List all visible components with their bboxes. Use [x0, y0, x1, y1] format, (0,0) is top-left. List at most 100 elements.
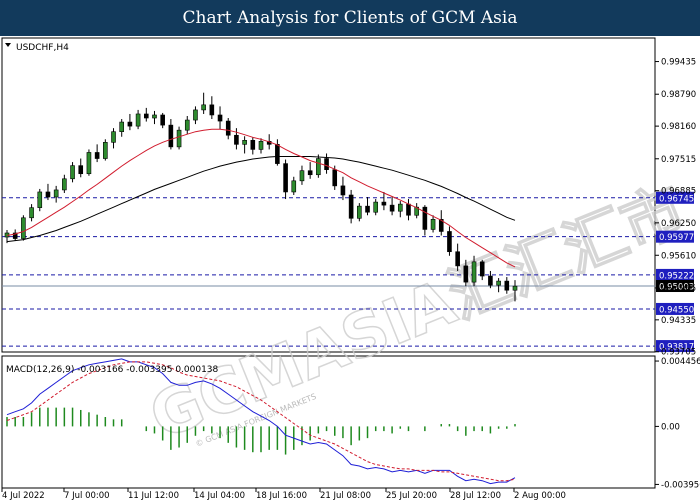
level-label: 0.95222 — [659, 271, 694, 281]
macd-panel: 0.004456 0.00 -0.003956 — [6, 357, 700, 490]
candle-body — [324, 158, 329, 170]
candlestick-chart: GCMASIA汇汇汇市© GCM ASIA FOREIGN MARKETS 0.… — [1, 37, 700, 500]
price-tick-label: 0.98160 — [661, 122, 696, 132]
current-price-tag — [656, 280, 694, 293]
price-tick-label: 0.94965 — [661, 284, 696, 294]
macd-tick-label: -0.003956 — [661, 480, 700, 490]
candle-body — [340, 185, 346, 196]
candle-body — [135, 113, 141, 127]
candle-body — [463, 265, 469, 283]
candle-body — [381, 201, 387, 206]
candle-body — [316, 158, 321, 176]
level-tag — [656, 340, 694, 353]
level-tag — [656, 230, 694, 243]
main-panel-border — [1, 37, 656, 353]
candle-body — [45, 191, 51, 198]
level-label: 0.95977 — [659, 233, 694, 243]
support-resistance-levels: 0.96745 0.95977 0.95222 0.94550 0.93817 0.950… — [2, 191, 694, 353]
price-tick-label: 0.96250 — [661, 219, 696, 229]
candle-body — [193, 109, 198, 121]
time-tick-label: 28 Jul 12:00 — [450, 491, 501, 500]
level-label: 0.96745 — [659, 194, 694, 204]
candle-body — [447, 231, 452, 253]
candle-body — [250, 140, 256, 150]
candle-body — [332, 169, 338, 187]
macd-tick-label: 0.00 — [661, 422, 680, 432]
ma-red-line — [6, 128, 516, 268]
price-tick-label: 0.98790 — [661, 90, 696, 100]
macd-signal-line — [6, 361, 516, 482]
candle-body — [53, 189, 59, 198]
candle-body — [86, 152, 92, 175]
macd-label: MACD(12,26,9) -0.003166 -0.003395 0.0001… — [6, 365, 219, 375]
ma-black-line — [6, 156, 516, 243]
candle-body — [389, 204, 395, 212]
macd-line — [6, 358, 516, 485]
candle-body — [307, 170, 313, 176]
candle-body — [242, 140, 247, 145]
candle-body — [422, 206, 428, 230]
candle-body — [201, 104, 206, 111]
candle-body — [225, 120, 231, 136]
time-tick-label: 4 Jul 2022 — [2, 491, 45, 500]
candle-body — [512, 285, 518, 291]
candle-body — [504, 280, 510, 291]
candle-body — [438, 219, 444, 232]
candle-body — [103, 142, 108, 159]
moving-averages — [6, 128, 516, 268]
level-tag — [656, 191, 694, 204]
price-tick-label: 0.93705 — [661, 348, 696, 358]
candle-body — [119, 121, 125, 132]
candle-body — [496, 280, 501, 286]
symbol-label: USDCHF,H4 — [16, 43, 69, 53]
macd-panel-border — [1, 355, 656, 489]
candle-body — [479, 261, 485, 277]
level-tag — [656, 302, 694, 315]
price-tick-label: 0.95610 — [661, 251, 696, 261]
price-tick-label: 0.94335 — [661, 316, 696, 326]
candle-body — [357, 205, 362, 219]
candle-body — [275, 144, 280, 164]
price-tick-label: 0.99435 — [661, 58, 696, 68]
candle-body — [234, 134, 239, 145]
time-tick-label: 14 Jul 04:00 — [194, 491, 245, 500]
time-tick-label: 7 Jul 00:00 — [64, 491, 110, 500]
candle-body — [152, 114, 157, 119]
candles — [4, 92, 518, 302]
candle-body — [348, 194, 354, 219]
candle-body — [160, 114, 165, 126]
candle-body — [111, 131, 116, 143]
time-tick-label: 11 Jul 12:00 — [128, 491, 179, 500]
candle-body — [471, 261, 477, 283]
macd-tick-label: 0.004456 — [661, 357, 700, 367]
candle-body — [283, 163, 288, 193]
candle-body — [430, 219, 436, 230]
price-tick-label: 0.96885 — [661, 187, 696, 197]
time-tick-label: 18 Jul 16:00 — [256, 491, 307, 500]
candle-body — [184, 119, 190, 131]
candle-body — [176, 129, 182, 148]
candle-body — [29, 207, 34, 219]
candle-body — [62, 178, 67, 191]
candle-body — [365, 205, 370, 213]
time-axis: 4 Jul 2022 7 Jul 00:00 11 Jul 12:00 14 Jul … — [1, 488, 566, 500]
chart-frame — [1, 37, 656, 489]
candle-body — [21, 217, 26, 239]
dropdown-triangle-icon[interactable] — [5, 43, 11, 47]
candle-body — [373, 201, 379, 213]
candle-body — [78, 165, 84, 175]
candle-body — [299, 170, 305, 182]
candle-body — [488, 275, 493, 286]
candle-body — [397, 203, 403, 212]
price-axis: 0.99435 0.98790 0.98160 0.97515 0.96885 0.962… — [655, 58, 696, 358]
level-label: 0.94550 — [659, 305, 694, 315]
time-tick-label: 21 Jul 08:00 — [320, 491, 371, 500]
candle-body — [291, 180, 297, 193]
candle-body — [406, 203, 411, 216]
current-price-label: 0.95003 — [659, 283, 694, 293]
candle-body — [143, 113, 149, 119]
candle-body — [168, 124, 174, 148]
banner-title: Chart Analysis for Clients of GCM Asia — [0, 0, 700, 36]
candle-body — [127, 121, 133, 127]
candle-body — [455, 251, 460, 267]
